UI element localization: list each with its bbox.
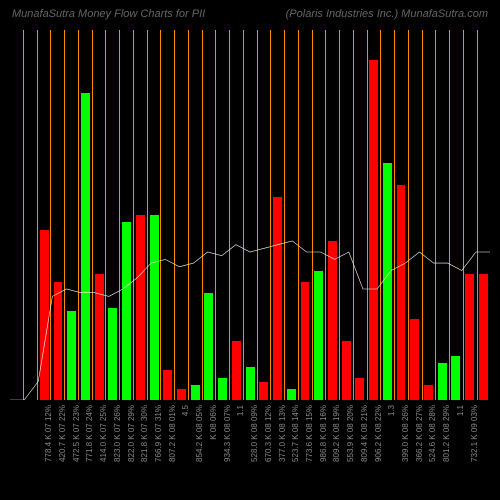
label-slot: 821.8 K 07 30% xyxy=(133,400,147,500)
label-slot: 524.6 K 08 28% xyxy=(422,400,436,500)
label-slot: 1.1 xyxy=(230,400,244,500)
label-slot: 1.1 xyxy=(449,400,463,500)
label-slot: 420.7 K 07 22% xyxy=(51,400,65,500)
label-slot xyxy=(10,400,24,500)
label-slot: 773.6 K 08 15% xyxy=(298,400,312,500)
label-slot: 778.4 K 07 12% xyxy=(37,400,51,500)
label-slot: 986.8 K 08 16% xyxy=(312,400,326,500)
x-axis-labels: 778.4 K 07 12%420.7 K 07 22%472.5 K 07 2… xyxy=(10,400,490,500)
label-slot: 934.3 K 08 07% xyxy=(216,400,230,500)
label-slot: 732.1 K 09 03% xyxy=(463,400,477,500)
label-slot: 553.9 K 08 20% xyxy=(339,400,353,500)
label-slot: 906.2 K 08 22% xyxy=(367,400,381,500)
trend-line xyxy=(10,30,490,400)
label-slot: 472.5 K 07 23% xyxy=(65,400,79,500)
label-slot: 528.0 K 08 09% xyxy=(243,400,257,500)
label-slot: 854.2 K 08 05% xyxy=(188,400,202,500)
label-slot: 809.2 K 08 19% xyxy=(326,400,340,500)
label-slot xyxy=(24,400,38,500)
label-slot: 807.2 K 08 01% xyxy=(161,400,175,500)
label-slot xyxy=(476,400,490,500)
chart-area xyxy=(10,30,490,400)
label-slot: 771.8 K 07 24% xyxy=(79,400,93,500)
label-slot: 801.2 K 08 29% xyxy=(435,400,449,500)
label-slot: 822.0 K 07 29% xyxy=(120,400,134,500)
label-slot: 377.0 K 08 13% xyxy=(271,400,285,500)
label-slot: 1.3 xyxy=(380,400,394,500)
label-slot: 766.9 K 07 31% xyxy=(147,400,161,500)
header-right: (Polaris Industries Inc.) MunafaSutra.co… xyxy=(286,8,488,20)
chart-header: MunafaSutra Money Flow Charts for PII (P… xyxy=(12,8,488,20)
label-slot: 4.5 xyxy=(175,400,189,500)
label-slot: 823.0 K 07 26% xyxy=(106,400,120,500)
label-slot: 809.4 K 08 21% xyxy=(353,400,367,500)
trend-path xyxy=(10,241,490,400)
header-left: MunafaSutra Money Flow Charts for PII xyxy=(12,8,205,20)
label-slot: 523.7 K 08 14% xyxy=(284,400,298,500)
label-slot: 399.0 K 08 26% xyxy=(394,400,408,500)
label-slot: 670.3 K 08 12% xyxy=(257,400,271,500)
label-slot: K 08 06% xyxy=(202,400,216,500)
label-slot: 366.2 K 08 27% xyxy=(408,400,422,500)
label-slot: 414.0 K 07 25% xyxy=(92,400,106,500)
